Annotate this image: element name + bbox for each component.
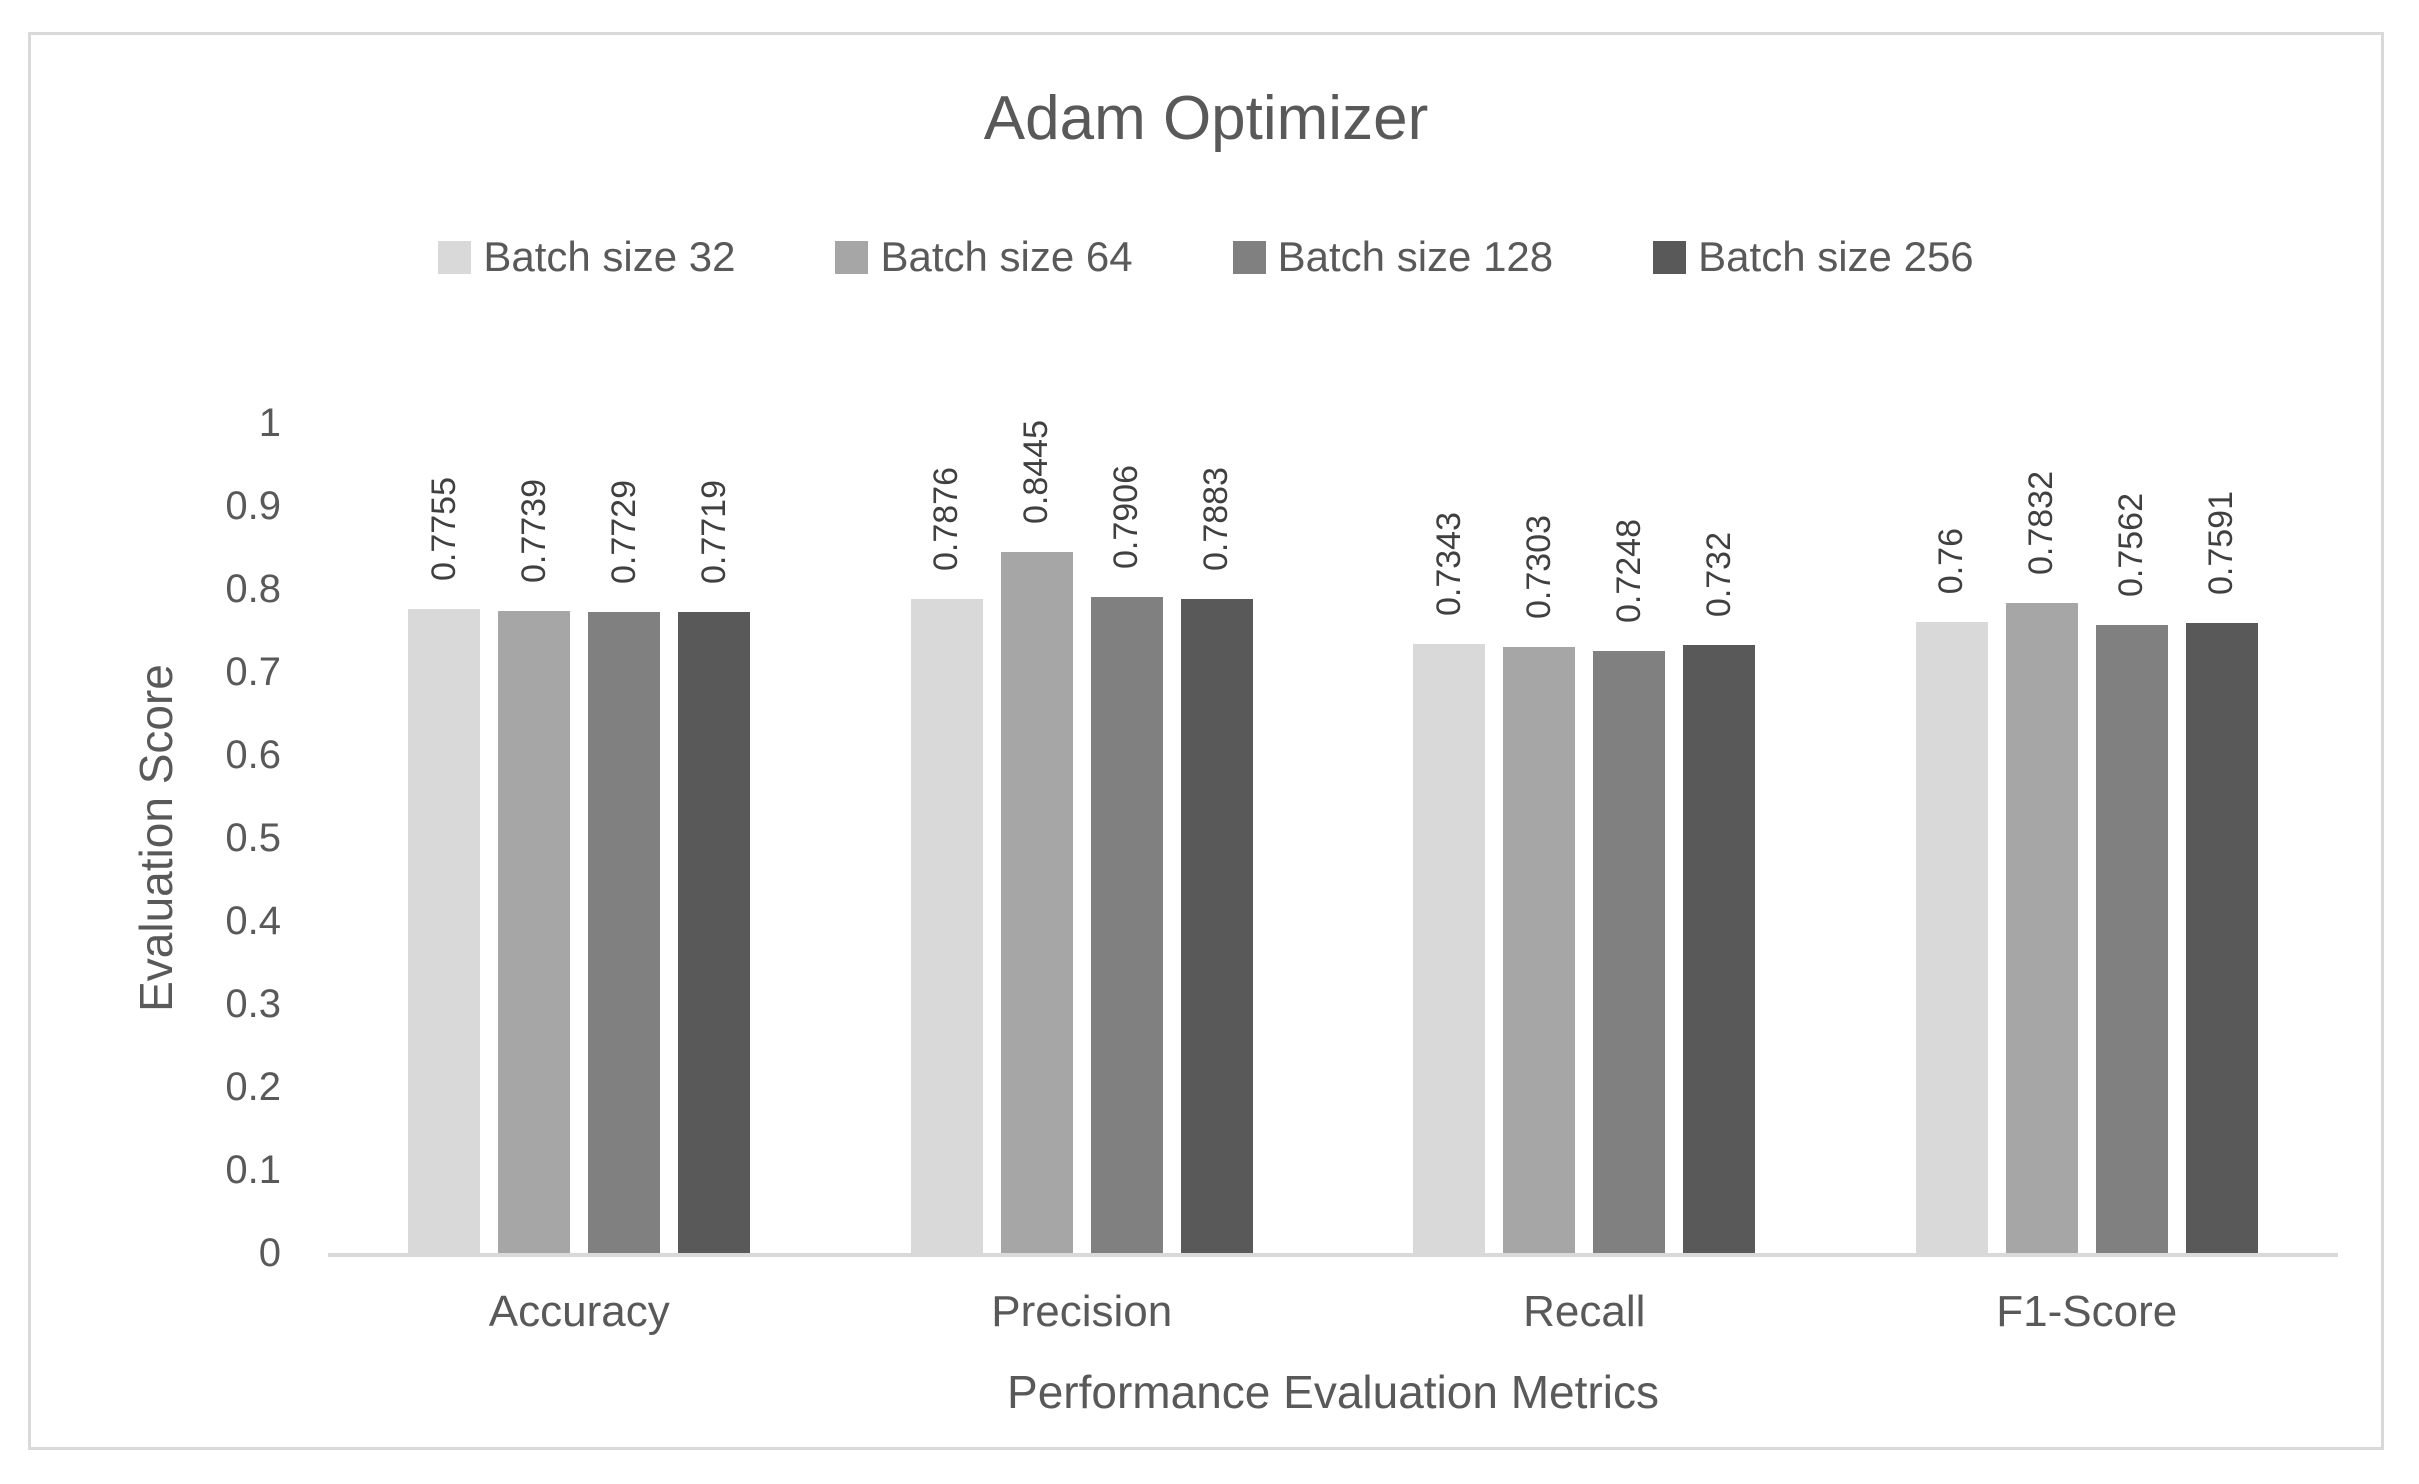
x-category-label-precision: Precision [991, 1287, 1173, 1336]
bar-value-label: 0.7832 [2022, 470, 2061, 575]
y-tick-label: 1 [258, 401, 281, 445]
bar-group-f1-score: 0.76 0.7832 0.7562 0.7591 [1836, 423, 2339, 1253]
bar-value-label: 0.732 [1699, 532, 1738, 618]
bar-cell: 0.7906 [1090, 464, 1163, 1253]
bar-cell: 0.7832 [2005, 470, 2078, 1253]
y-tick-label: 0.1 [225, 1148, 281, 1192]
legend-item-label: Batch size 128 [1277, 233, 1554, 280]
legend-item-0: Batch size 32 [438, 233, 735, 281]
bar-cell: 0.7739 [498, 478, 571, 1253]
bar-cell: 0.7591 [2185, 490, 2258, 1253]
bar-group-recall: 0.7343 0.7303 0.7248 0.732 [1333, 423, 1836, 1253]
legend-item-label: Batch size 64 [880, 233, 1133, 280]
bar-batch-size-256 [678, 612, 751, 1253]
y-tick-label: 0.9 [225, 484, 281, 528]
bar-value-label: 0.76 [1932, 528, 1971, 595]
legend-item-3: Batch size 256 [1653, 233, 1974, 281]
y-tick-label: 0.7 [225, 650, 281, 694]
y-tick-label: 0.4 [225, 899, 281, 943]
x-axis-category-labels: Accuracy Precision Recall F1-Score [328, 1287, 2338, 1337]
bar-value-label: 0.7729 [604, 479, 643, 584]
bar-batch-size-32 [408, 609, 481, 1253]
y-tick-label: 0.6 [225, 733, 281, 777]
legend-item-1: Batch size 64 [835, 233, 1133, 281]
bar-batch-size-32 [910, 599, 983, 1253]
bar-batch-size-64 [1000, 552, 1073, 1253]
bar-value-label: 0.7906 [1107, 464, 1146, 569]
legend-item-label: Batch size 256 [1698, 233, 1974, 280]
bar-group-accuracy: 0.7755 0.7739 0.7729 0.7719 [328, 423, 831, 1253]
bar-batch-size-64 [2005, 602, 2078, 1253]
bar-batch-size-256 [2185, 622, 2258, 1253]
bar-cell: 0.7729 [588, 479, 661, 1253]
legend-item-label: Batch size 32 [483, 233, 736, 280]
bar-value-label: 0.7343 [1429, 511, 1468, 616]
bar-batch-size-64 [1503, 646, 1576, 1253]
bar-value-label: 0.7248 [1609, 519, 1648, 624]
bar-value-label: 0.7562 [2112, 493, 2151, 598]
legend-swatch-icon [835, 240, 869, 274]
bar-group-precision: 0.7876 0.8445 0.7906 0.7883 [831, 420, 1334, 1253]
bar-batch-size-256 [1180, 598, 1253, 1253]
chart-frame: Adam Optimizer Batch size 32 Batch size 6… [28, 32, 2384, 1450]
bar-cell: 0.732 [1683, 532, 1756, 1253]
bar-value-label: 0.7719 [694, 480, 733, 585]
bar-batch-size-128 [588, 611, 661, 1253]
x-category-label-accuracy: Accuracy [488, 1287, 670, 1336]
bar-value-label: 0.7755 [424, 477, 463, 582]
bar-batch-size-128 [1593, 651, 1666, 1253]
y-axis-ticks: 0 0.1 0.2 0.3 0.4 0.5 0.6 0.7 0.8 0.9 1 [31, 401, 281, 1275]
y-tick-label: 0.3 [225, 982, 281, 1026]
x-axis-title: Performance Evaluation Metrics [1007, 1366, 1659, 1418]
bar-batch-size-32 [1413, 643, 1486, 1253]
y-tick-label: 0.5 [225, 816, 281, 860]
legend-swatch-icon [438, 240, 472, 274]
bar-cell: 0.8445 [1000, 420, 1073, 1253]
bar-value-label: 0.7591 [2202, 490, 2241, 595]
bar-batch-size-64 [498, 610, 571, 1253]
legend-item-2: Batch size 128 [1232, 233, 1554, 281]
bar-cell: 0.7248 [1593, 519, 1666, 1253]
bar-batch-size-256 [1683, 645, 1756, 1253]
bar-cell: 0.7883 [1180, 466, 1253, 1253]
plot-area: 0.7755 0.7739 0.7729 0.7719 0.7876 0.8445 0.79… [328, 420, 2339, 1257]
bar-cell: 0.7303 [1503, 514, 1576, 1253]
bar-cell: 0.7876 [910, 467, 983, 1253]
x-category-label-f1-score: F1-Score [1996, 1287, 2178, 1336]
bar-value-label: 0.7303 [1519, 514, 1558, 619]
bar-value-label: 0.8445 [1017, 420, 1056, 525]
bar-batch-size-32 [1915, 622, 1988, 1253]
bar-batch-size-128 [1090, 596, 1163, 1253]
bar-cell: 0.76 [1915, 528, 1988, 1253]
bar-cell: 0.7562 [2095, 493, 2168, 1253]
legend-swatch-icon [1232, 240, 1266, 274]
y-tick-label: 0.2 [225, 1065, 281, 1109]
chart-title: Adam Optimizer [983, 84, 1429, 153]
x-category-label-recall: Recall [1523, 1287, 1646, 1336]
bar-cell: 0.7719 [678, 480, 751, 1253]
y-tick-label: 0.8 [225, 567, 281, 611]
bar-cell: 0.7755 [408, 477, 481, 1253]
legend-swatch-icon [1653, 240, 1687, 274]
y-tick-label: 0 [258, 1231, 281, 1275]
bar-batch-size-128 [2095, 625, 2168, 1253]
bar-value-label: 0.7883 [1197, 466, 1236, 571]
legend: Batch size 32 Batch size 64 Batch size 128… [31, 233, 2381, 281]
bar-value-label: 0.7739 [514, 478, 553, 583]
bar-cell: 0.7343 [1413, 511, 1486, 1253]
bar-value-label: 0.7876 [927, 467, 966, 572]
